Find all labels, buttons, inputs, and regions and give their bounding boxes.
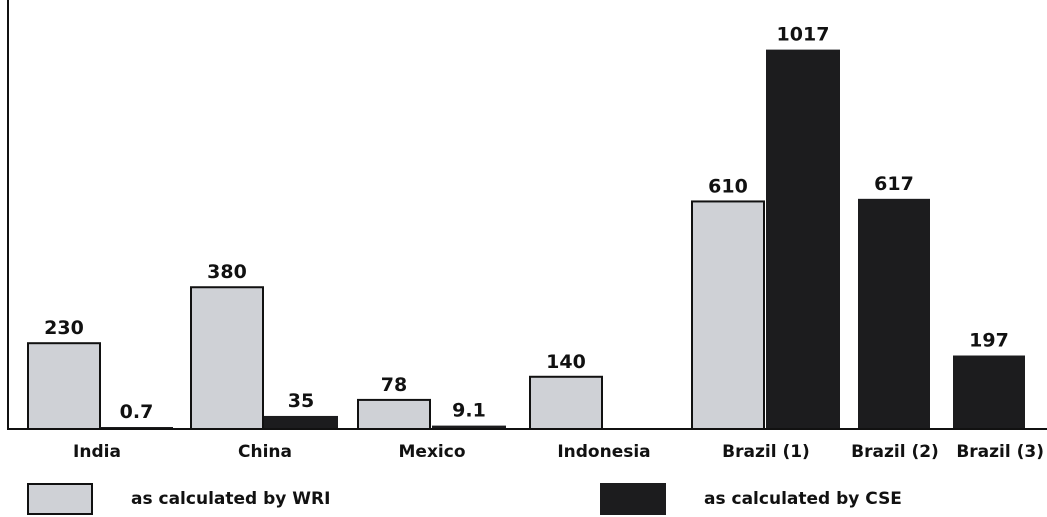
value-label: 1017 (777, 24, 830, 46)
bar-cse-brazil-3 (953, 355, 1025, 429)
value-label: 78 (381, 374, 407, 396)
value-label: 617 (874, 173, 914, 195)
value-label: 0.7 (120, 401, 154, 423)
value-label: 197 (969, 330, 1009, 352)
bar-wri-brazil-1 (691, 200, 765, 430)
category-label: China (238, 442, 292, 462)
category-labels-group: India China Mexico Indonesia Brazil (1) Brazi… (73, 442, 1044, 462)
bar-cse-brazil-1 (766, 49, 840, 430)
legend-item-wri: as calculated by WRI (27, 481, 330, 517)
bar-wri-china (190, 286, 264, 430)
category-label: Mexico (399, 442, 466, 462)
value-labels-group: 230 380 78 140 610 0.7 35 9.1 1017 617 197 (44, 24, 1009, 423)
category-label: Indonesia (557, 442, 650, 462)
bar-wri-india (27, 342, 101, 431)
category-label: Brazil (2) (851, 442, 939, 462)
category-label: Brazil (1) (722, 442, 810, 462)
value-label: 610 (708, 175, 748, 197)
value-label: 140 (546, 351, 586, 373)
bars-group (27, 49, 1025, 431)
legend-swatch-cse (600, 483, 666, 515)
value-label: 230 (44, 317, 84, 339)
category-label: Brazil (3) (956, 442, 1044, 462)
bar-chart: 230 380 78 140 610 0.7 35 9.1 1017 617 197 India Ch… (7, 0, 1047, 462)
bar-cse-brazil-2 (858, 198, 930, 429)
legend-label-wri: as calculated by WRI (131, 489, 331, 509)
legend-swatch-wri (27, 483, 93, 515)
value-label: 35 (288, 390, 314, 412)
bar-wri-indonesia (529, 375, 603, 431)
bar-wri-mexico (357, 398, 431, 431)
bar-cse-china (264, 415, 338, 429)
value-label: 380 (207, 261, 247, 283)
category-label: India (73, 442, 121, 462)
legend-item-cse: as calculated by CSE (600, 481, 902, 517)
value-label: 9.1 (452, 400, 486, 422)
legend-label-cse: as calculated by CSE (704, 489, 902, 509)
bar-cse-mexico (432, 425, 506, 429)
